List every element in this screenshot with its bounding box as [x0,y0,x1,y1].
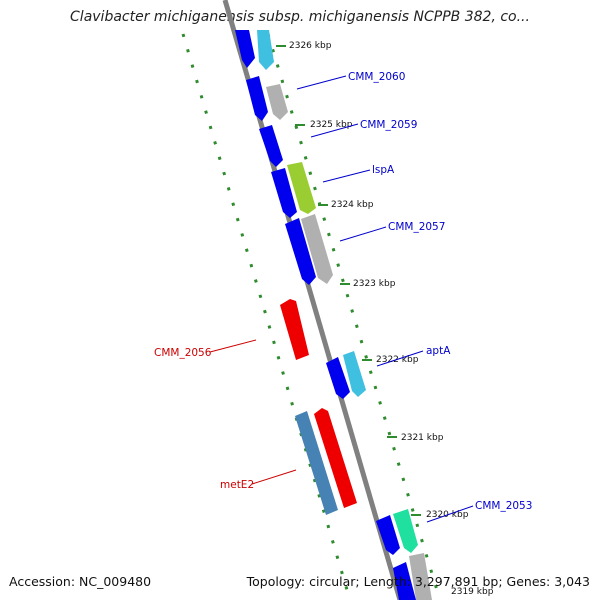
gene-arrow-apta-blue[interactable] [326,357,350,399]
gene-label-mete2: metE2 [220,479,254,491]
gene-label-cmm-2057: CMM_2057 [388,221,445,233]
gene-arrow-lspa-blue[interactable] [271,168,297,218]
kbp-label-2324: 2324 kbp [331,200,374,210]
gene-arrow-2057-gray[interactable] [301,214,333,284]
kbp-label-2326: 2326 kbp [289,41,332,51]
gene-arrow-2061-cyan[interactable] [257,30,274,70]
gene-arrow-2059-blue[interactable] [259,125,283,167]
kbp-label-2321: 2321 kbp [401,433,444,443]
gene-arrow-2056-red[interactable] [280,299,309,360]
gene-arrow-mete2-blue[interactable] [295,411,338,515]
gene-label-cmm-2056: CMM_2056 [154,347,212,359]
gene-label-cmm-2059: CMM_2059 [360,119,417,131]
kbp-label-2325: 2325 kbp [310,120,353,130]
gene-arrow-mete2-red[interactable] [314,408,357,508]
kbp-label-2319: 2319 kbp [451,587,494,597]
gene-arrow-2057-blue[interactable] [285,218,316,285]
gene-arrow-2060-blue[interactable] [246,76,268,121]
gene-label-lspa: lspA [372,164,395,176]
kbp-label-2322: 2322 kbp [376,355,419,365]
outer-tick-track [181,33,352,600]
inner-tick-track [266,33,442,600]
gene-arrow-2053-blue[interactable] [376,515,400,555]
gene-label-cmm-2053: CMM_2053 [475,500,532,512]
gene-labels: CMM_2060 CMM_2059 lspA CMM_2057 aptA CMM… [154,71,532,523]
topology-stats-text: Topology: circular; Length: 3,297,891 bp… [246,574,590,589]
gene-arrow-2060-gray[interactable] [266,84,288,120]
gene-arrow-lspa-green[interactable] [287,162,316,214]
accession-text: Accession: NC_009480 [9,574,152,589]
map-title: Clavibacter michiganensis subsp. michiga… [70,9,530,25]
gene-arrow-2052-blue[interactable] [393,562,416,600]
gene-label-apta: aptA [426,345,451,357]
kbp-label-2323: 2323 kbp [353,279,396,289]
gene-arrow-2061-blue[interactable] [235,30,255,68]
gene-arrow-apta-cyan[interactable] [343,351,366,397]
gene-arrow-2053-teal[interactable] [393,509,418,553]
gene-label-cmm-2060: CMM_2060 [348,71,405,83]
gene-arrow-2052-gray[interactable] [409,553,432,600]
